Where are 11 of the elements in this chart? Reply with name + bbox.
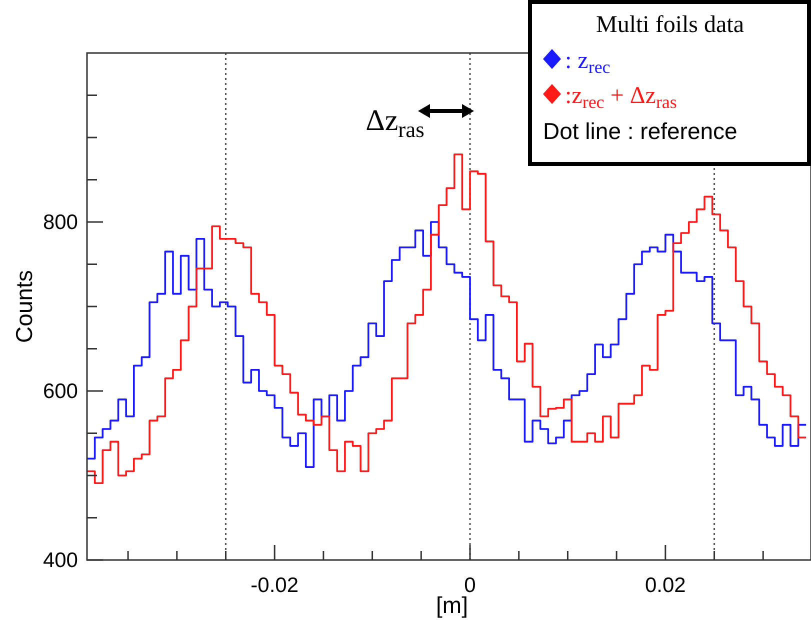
y-tick-label: 600 <box>42 380 78 403</box>
legend-title: Multi foils data <box>596 12 744 38</box>
annotation: Δz$_{ras}$ <box>366 104 424 142</box>
y-axis-title: Counts <box>11 270 37 343</box>
legend-label: :z$_{rec}$ + Δz$_{ras}$ <box>565 83 677 112</box>
y-tick-label: 800 <box>42 211 78 234</box>
x-tick-label: -0.02 <box>250 574 299 597</box>
x-tick-label: 0.02 <box>644 574 686 597</box>
legend-label: : z$_{rec}$ <box>565 48 610 78</box>
annotation: Dot line : reference <box>543 118 738 144</box>
y-tick-label: 400 <box>42 549 78 572</box>
